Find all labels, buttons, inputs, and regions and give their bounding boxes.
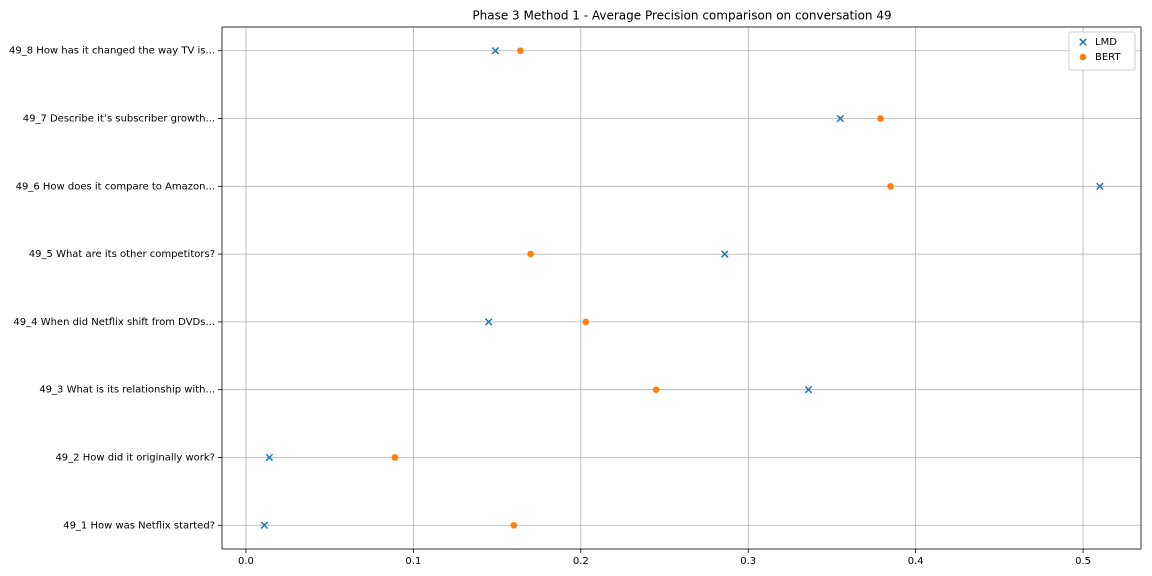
- chart-title: Phase 3 Method 1 - Average Precision com…: [472, 9, 891, 23]
- point: [582, 318, 590, 326]
- point: [517, 47, 524, 55]
- legend-marker: [1079, 38, 1087, 46]
- y-tick-label: 49_5 What are its other competitors?: [29, 249, 215, 260]
- y-tick-label: 49_1 How was Netflix started?: [63, 520, 215, 531]
- point: [527, 250, 534, 258]
- point: [652, 386, 660, 393]
- x-tick-label: 0.0: [238, 556, 254, 567]
- x-tick-label: 0.2: [573, 556, 589, 567]
- point: [265, 453, 274, 462]
- point: [484, 318, 493, 326]
- legend-label: BERT: [1095, 52, 1121, 63]
- point: [804, 385, 813, 394]
- point: [391, 454, 399, 461]
- y-tick-label: 49_6 How does it compare to Amazon...: [16, 181, 215, 192]
- point: [510, 521, 518, 529]
- legend-label: LMD: [1095, 37, 1117, 48]
- x-tick-label: 0.1: [405, 556, 421, 567]
- y-tick-label: 49_8 How has it changed the way TV is...: [9, 46, 215, 57]
- y-tick-label: 49_2 How did it originally work?: [55, 452, 215, 463]
- y-tick-label: 49_4 When did Netflix shift from DVDs...: [13, 317, 215, 328]
- x-tick-label: 0.4: [908, 556, 924, 567]
- y-tick-label: 49_7 Describe it’s subscriber growth...: [23, 114, 215, 125]
- plot-frame: [221, 26, 1142, 550]
- point: [491, 46, 500, 55]
- point: [877, 115, 884, 122]
- legend-box: [1068, 31, 1136, 71]
- point: [260, 521, 269, 530]
- point: [887, 183, 894, 190]
- legend-marker: [1079, 53, 1087, 61]
- x-tick-label: 0.3: [740, 556, 756, 567]
- point: [1096, 182, 1104, 191]
- point: [721, 250, 729, 258]
- point: [836, 114, 845, 123]
- legend: LMD BERT: [1068, 31, 1136, 71]
- x-tick-label: 0.5: [1075, 556, 1091, 567]
- y-tick-label: 49_3 What is its relationship with...: [39, 385, 215, 396]
